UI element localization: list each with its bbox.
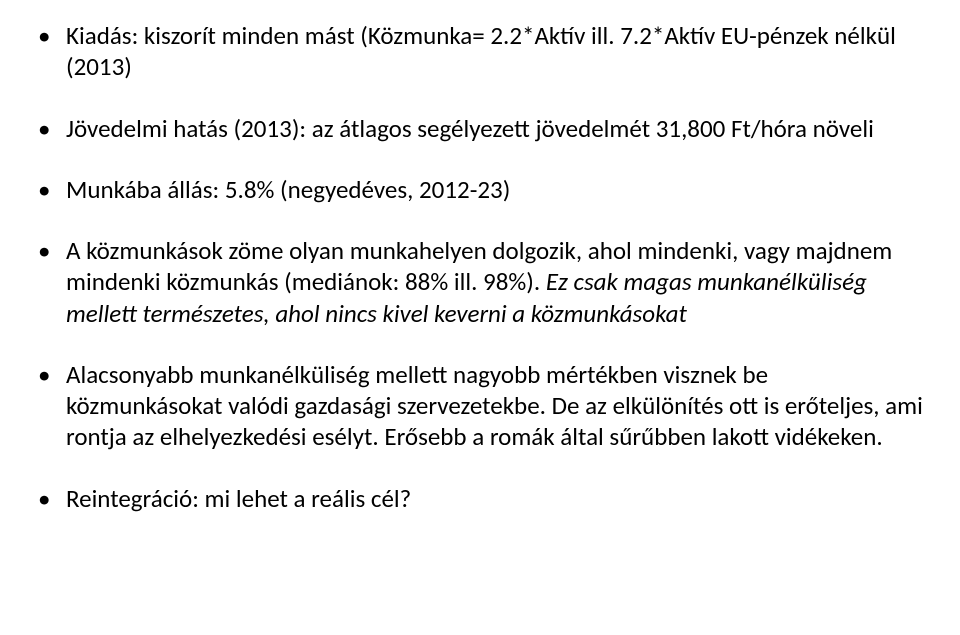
bullet-text: Reintegráció: mi lehet a reális cél? bbox=[66, 483, 411, 514]
bullet-list: Kiadás: kiszorít minden mást (Közmunka= … bbox=[38, 20, 930, 514]
bullet-text: Alacsonyabb munkanélküliség mellett nagy… bbox=[66, 359, 923, 453]
list-item: Kiadás: kiszorít minden mást (Közmunka= … bbox=[38, 20, 930, 83]
bullet-text: Jövedelmi hatás (2013): az átlagos segél… bbox=[66, 113, 874, 144]
bullet-text: Munkába állás: 5.8% (negyedéves, 2012-23… bbox=[66, 174, 510, 205]
list-item: Reintegráció: mi lehet a reális cél? bbox=[38, 483, 930, 514]
list-item: Alacsonyabb munkanélküliség mellett nagy… bbox=[38, 359, 930, 453]
list-item: Jövedelmi hatás (2013): az átlagos segél… bbox=[38, 113, 930, 144]
list-item: A közmunkások zöme olyan munkahelyen dol… bbox=[38, 235, 930, 329]
bullet-text: Kiadás: kiszorít minden mást (Közmunka= … bbox=[66, 20, 896, 82]
list-item: Munkába állás: 5.8% (negyedéves, 2012-23… bbox=[38, 174, 930, 205]
slide-body: Kiadás: kiszorít minden mást (Közmunka= … bbox=[0, 0, 960, 635]
